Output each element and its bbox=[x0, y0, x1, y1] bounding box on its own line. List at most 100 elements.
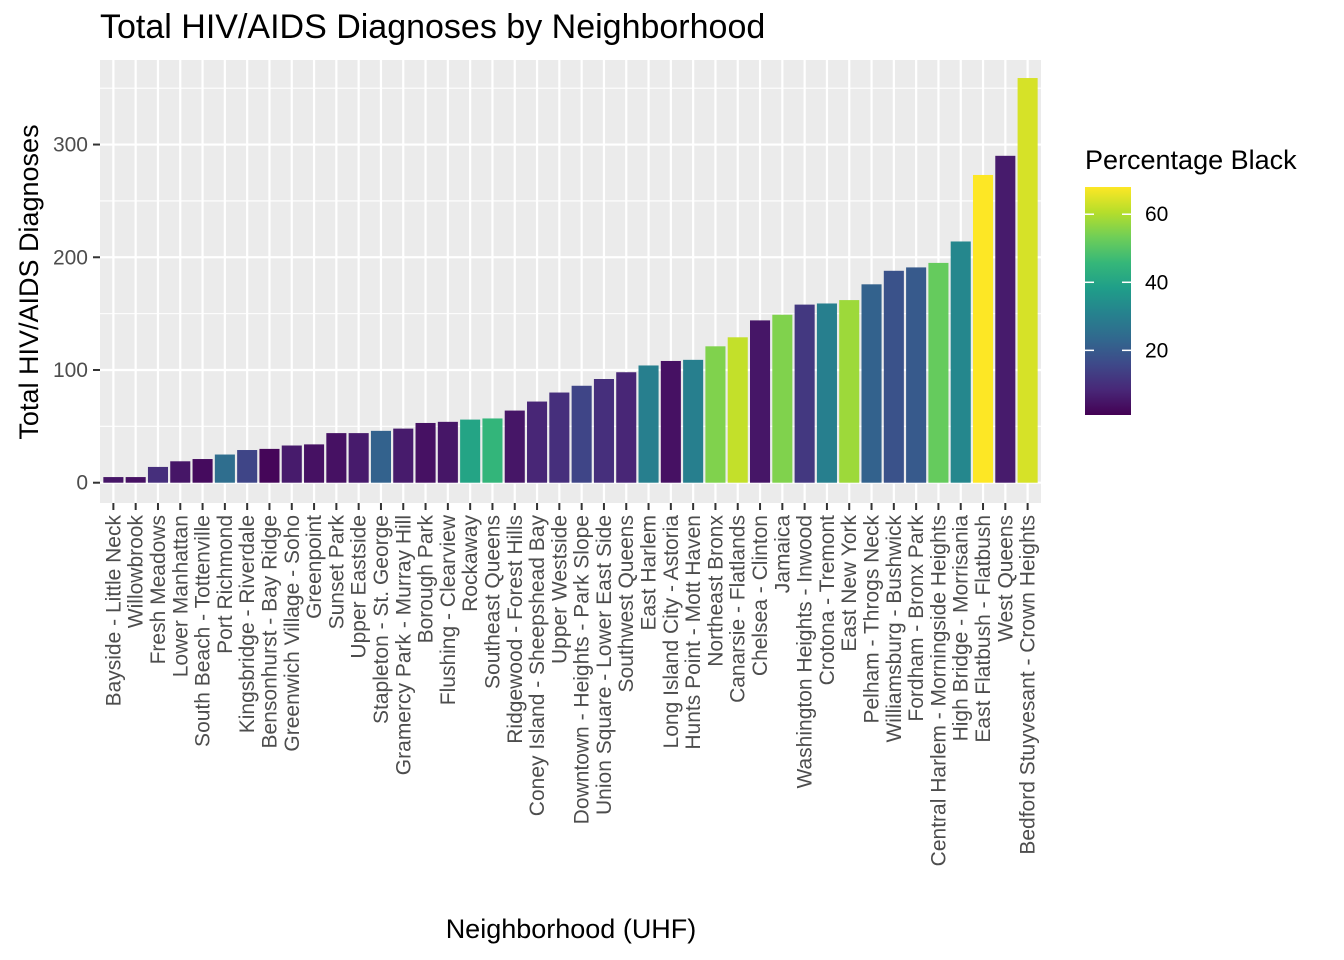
bar-bedford-stuyvesant-crown-heights bbox=[1017, 78, 1038, 483]
bar-fordham-bronx-park bbox=[906, 267, 927, 483]
x-tick-label: Chelsea - Clinton bbox=[749, 515, 772, 676]
x-tick-label: Southwest Queens bbox=[615, 515, 638, 692]
legend-tick-label: 20 bbox=[1145, 339, 1168, 362]
bar-central-harlem-morningside-heights bbox=[928, 262, 949, 483]
x-tick-label: East New York bbox=[838, 515, 861, 652]
x-tick-label: Greenwich Village - Soho bbox=[281, 515, 304, 752]
bar-willowbrook bbox=[125, 477, 146, 483]
bar-williamsburg-bushwick bbox=[883, 270, 904, 483]
bar-kingsbridge-riverdale bbox=[237, 450, 258, 483]
x-axis: Bayside - Little Neck Willowbrook Fresh Me… bbox=[102, 503, 1040, 866]
y-tick-label: 0 bbox=[76, 472, 88, 495]
bar-southeast-queens bbox=[482, 418, 503, 483]
x-tick-label: Northeast Bronx bbox=[704, 515, 727, 667]
x-tick-label: Willowbrook bbox=[125, 515, 148, 629]
x-tick-label: Flushing - Clearview bbox=[437, 514, 460, 705]
bar-pelham-throgs-neck bbox=[861, 284, 882, 483]
x-tick-label: Gramercy Park - Murray Hill bbox=[392, 515, 415, 775]
x-tick-label: Lower Manhattan bbox=[169, 515, 192, 677]
bar-canarsie-flatlands bbox=[727, 337, 748, 483]
x-tick-label: East Harlem bbox=[638, 515, 661, 631]
bar-greenpoint bbox=[304, 444, 325, 483]
y-tick-label: 100 bbox=[53, 359, 88, 382]
x-tick-label: Port Richmond bbox=[214, 515, 237, 654]
bar-port-richmond bbox=[214, 454, 235, 483]
y-axis: 0 100 200 300 bbox=[53, 134, 100, 495]
legend-tick-label: 60 bbox=[1145, 203, 1168, 226]
legend: Percentage Black 20 40 60 bbox=[1085, 145, 1297, 415]
x-tick-label: Downtown - Heights - Park Slope bbox=[571, 515, 594, 824]
y-axis-title: Total HIV/AIDS Diagnoses bbox=[14, 124, 44, 439]
bar-ridgewood-forest-hills bbox=[504, 410, 525, 483]
bar-south-beach-tottenville bbox=[192, 459, 213, 483]
x-tick-label: Upper Eastside bbox=[348, 515, 371, 659]
bar-rockaway bbox=[460, 419, 481, 483]
y-tick-label: 300 bbox=[53, 134, 88, 157]
legend-tick-label: 40 bbox=[1145, 271, 1168, 294]
x-tick-label: Borough Park bbox=[415, 515, 438, 644]
bars bbox=[103, 78, 1038, 483]
legend-colorbar bbox=[1085, 187, 1131, 415]
y-tick-label: 200 bbox=[53, 246, 88, 269]
bar-east-new-york bbox=[839, 300, 860, 483]
bar-bensonhurst-bay-ridge bbox=[259, 448, 280, 483]
bar-long-island-city-astoria bbox=[660, 360, 681, 483]
bar-hunts-point-mott-haven bbox=[683, 359, 704, 483]
legend-title: Percentage Black bbox=[1085, 145, 1297, 175]
x-tick-label: Central Harlem - Morningside Heights bbox=[927, 515, 950, 866]
x-tick-label: Union Square - Lower East Side bbox=[593, 515, 616, 815]
x-tick-label: Long Island City - Astoria bbox=[660, 515, 683, 749]
x-axis-title: Neighborhood (UHF) bbox=[446, 914, 697, 944]
bar-bayside-little-neck bbox=[103, 477, 124, 483]
x-tick-label: Hunts Point - Mott Haven bbox=[682, 515, 705, 750]
x-tick-label: East Flatbush - Flatbush bbox=[972, 515, 995, 743]
bar-sunset-park bbox=[326, 433, 347, 483]
bar-fresh-meadows bbox=[147, 466, 169, 483]
bar-washington-heights-inwood bbox=[794, 304, 815, 483]
bar-east-flatbush-flatbush bbox=[972, 174, 994, 483]
bar-high-bridge-morrisania bbox=[950, 241, 971, 483]
bar-west-queens bbox=[995, 155, 1016, 483]
x-tick-label: Canarsie - Flatlands bbox=[727, 515, 750, 703]
x-tick-label: Greenpoint bbox=[303, 515, 326, 619]
x-tick-label: Upper Westside bbox=[548, 515, 571, 664]
x-tick-label: Rockaway bbox=[459, 515, 482, 612]
bar-upper-westside bbox=[549, 392, 570, 483]
x-tick-label: Kingsbridge - Riverdale bbox=[236, 515, 259, 733]
bar-flushing-clearview bbox=[437, 421, 458, 483]
x-tick-label: Southeast Queens bbox=[481, 515, 504, 689]
bar-northeast-bronx bbox=[705, 346, 726, 483]
bar-chelsea-clinton bbox=[750, 320, 771, 483]
bar-southwest-queens bbox=[616, 372, 637, 483]
bar-union-square-lower-east-side bbox=[593, 379, 614, 483]
bar-stapleton-st-george bbox=[370, 430, 391, 483]
bar-coney-island-sheepshead-bay bbox=[527, 401, 548, 483]
bar-east-harlem bbox=[638, 365, 659, 483]
x-tick-label: Coney Island - Sheepshead Bay bbox=[526, 515, 549, 817]
x-tick-label: Stapleton - St. George bbox=[370, 515, 393, 724]
x-tick-label: Pelham - Throgs Neck bbox=[861, 515, 884, 724]
x-tick-label: Sunset Park bbox=[325, 515, 348, 630]
x-tick-label: Washington Heights - Inwood bbox=[794, 515, 817, 789]
chart-title: Total HIV/AIDS Diagnoses by Neighborhood bbox=[100, 8, 765, 46]
bar-greenwich-village-soho bbox=[281, 445, 302, 483]
bar-jamaica bbox=[772, 314, 793, 483]
x-tick-label: South Beach - Tottenville bbox=[192, 515, 215, 747]
bar-lower-manhattan bbox=[170, 461, 191, 483]
x-tick-label: Bensonhurst - Bay Ridge bbox=[258, 515, 281, 748]
x-tick-label: Ridgewood - Forest Hills bbox=[504, 515, 527, 744]
bar-borough-park bbox=[415, 422, 436, 483]
x-tick-label: Bayside - Little Neck bbox=[102, 515, 125, 707]
x-tick-label: Williamsburg - Bushwick bbox=[883, 515, 906, 743]
bar-crotona-tremont bbox=[816, 303, 837, 483]
bar-downtown-heights-park-slope bbox=[571, 385, 592, 483]
x-tick-label: Crotona - Tremont bbox=[816, 515, 839, 686]
x-tick-label: Fresh Meadows bbox=[147, 515, 170, 664]
x-tick-label: Fordham - Bronx Park bbox=[905, 515, 928, 722]
x-tick-label: Bedford Stuyvesant - Crown Heights bbox=[1017, 515, 1040, 855]
x-tick-label: West Queens bbox=[994, 515, 1017, 642]
bar-upper-eastside bbox=[348, 433, 369, 483]
legend-ticks: 20 40 60 bbox=[1085, 203, 1168, 362]
x-tick-label: Jamaica bbox=[771, 515, 794, 594]
